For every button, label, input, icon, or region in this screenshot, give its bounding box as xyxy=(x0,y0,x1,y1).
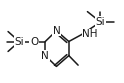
Text: Si: Si xyxy=(14,37,24,46)
Text: NH: NH xyxy=(82,29,98,39)
Text: Si: Si xyxy=(96,17,105,27)
Text: N: N xyxy=(41,51,49,61)
Text: O: O xyxy=(30,37,38,46)
Text: N: N xyxy=(53,26,60,36)
